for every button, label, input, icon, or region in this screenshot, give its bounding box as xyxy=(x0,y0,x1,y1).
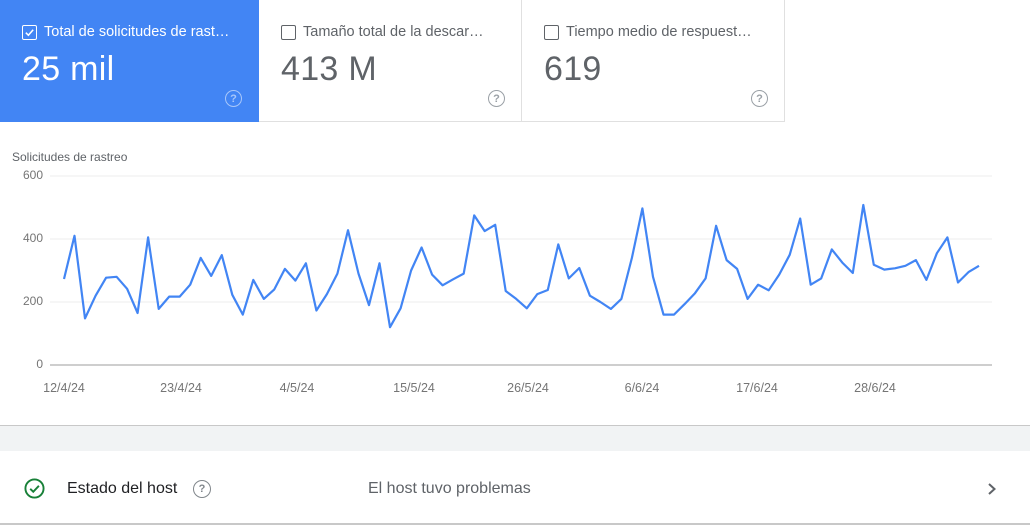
metric-card-download-size[interactable]: Tamaño total de la descar… 413 M ? xyxy=(259,0,522,122)
line-chart[interactable] xyxy=(0,0,1030,420)
host-status-value: El host tuvo problemas xyxy=(368,480,531,497)
host-status-row[interactable]: Estado del host ? El host tuvo problemas xyxy=(0,451,1030,525)
y-tick-0: 0 xyxy=(36,357,43,371)
section-divider xyxy=(0,425,1030,451)
metric-cards: Total de solicitudes de rast… 25 mil ? T… xyxy=(0,0,785,122)
metric-label: Tiempo medio de respuest… xyxy=(566,24,752,40)
x-tick: 23/4/24 xyxy=(160,381,202,395)
x-tick: 6/6/24 xyxy=(624,381,660,395)
x-tick: 28/6/24 xyxy=(854,381,896,395)
x-tick: 12/4/24 xyxy=(43,381,85,395)
metric-value: 619 xyxy=(544,50,602,88)
x-tick: 15/5/24 xyxy=(393,381,435,395)
chart-title: Solicitudes de rastreo xyxy=(12,150,128,164)
checkbox-unchecked-icon[interactable] xyxy=(544,24,559,40)
check-circle-icon xyxy=(24,478,45,499)
y-tick-400: 400 xyxy=(22,231,43,245)
metric-value: 25 mil xyxy=(22,50,115,88)
x-tick: 26/5/24 xyxy=(507,381,549,395)
checkbox-unchecked-icon[interactable] xyxy=(281,24,296,40)
series-line xyxy=(62,203,980,329)
host-status-label: Estado del host xyxy=(67,480,178,497)
y-tick-600: 600 xyxy=(22,168,43,182)
x-tick: 17/6/24 xyxy=(736,381,778,395)
chevron-right-icon[interactable] xyxy=(985,481,999,497)
metric-card-response-time[interactable]: Tiempo medio de respuest… 619 ? xyxy=(522,0,785,122)
metric-card-total-requests[interactable]: Total de solicitudes de rast… 25 mil ? xyxy=(0,0,259,122)
metric-value: 413 M xyxy=(281,50,377,88)
checkbox-checked-icon[interactable] xyxy=(22,24,37,40)
y-tick-200: 200 xyxy=(22,294,43,308)
x-tick: 4/5/24 xyxy=(279,381,315,395)
help-icon[interactable]: ? xyxy=(488,90,505,107)
help-icon[interactable]: ? xyxy=(193,480,211,498)
metric-label: Total de solicitudes de rast… xyxy=(44,24,230,40)
metric-label: Tamaño total de la descar… xyxy=(303,24,484,40)
help-icon[interactable]: ? xyxy=(751,90,768,107)
help-icon[interactable]: ? xyxy=(225,90,242,107)
